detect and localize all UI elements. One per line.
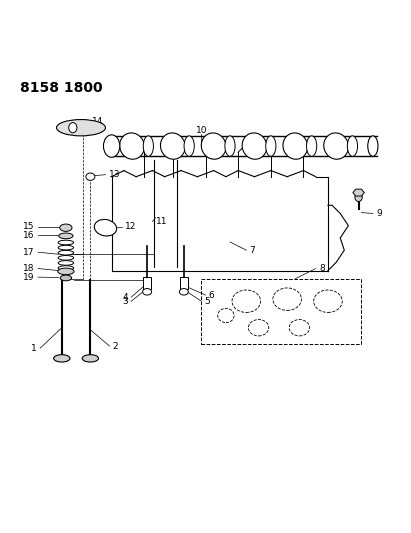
Ellipse shape [184, 136, 194, 156]
Text: 12: 12 [125, 222, 136, 231]
Ellipse shape [248, 320, 269, 336]
Ellipse shape [201, 133, 226, 159]
Text: 19: 19 [23, 272, 35, 281]
Ellipse shape [273, 288, 301, 310]
Ellipse shape [58, 266, 74, 270]
Ellipse shape [60, 224, 72, 231]
Ellipse shape [60, 275, 72, 281]
Ellipse shape [58, 240, 74, 245]
Ellipse shape [104, 135, 120, 157]
Ellipse shape [283, 133, 308, 159]
Ellipse shape [232, 290, 261, 312]
Text: 11: 11 [156, 217, 167, 226]
Text: 14: 14 [92, 117, 104, 126]
Text: 2: 2 [113, 342, 118, 351]
Ellipse shape [58, 261, 74, 265]
Ellipse shape [120, 133, 144, 159]
Text: 3: 3 [122, 297, 128, 306]
Text: 17: 17 [23, 248, 35, 257]
Ellipse shape [95, 220, 117, 236]
Text: 18: 18 [23, 264, 35, 273]
Ellipse shape [314, 290, 342, 312]
Ellipse shape [218, 309, 234, 322]
Text: 4: 4 [122, 293, 128, 302]
Text: 9: 9 [376, 209, 382, 218]
Polygon shape [353, 189, 364, 196]
Ellipse shape [289, 320, 309, 336]
Ellipse shape [324, 133, 349, 159]
Ellipse shape [242, 133, 267, 159]
Ellipse shape [58, 245, 74, 250]
Ellipse shape [58, 255, 74, 260]
Ellipse shape [143, 288, 152, 295]
Text: 15: 15 [23, 222, 35, 231]
Text: 5: 5 [205, 297, 210, 306]
Ellipse shape [69, 123, 77, 133]
FancyBboxPatch shape [143, 277, 151, 289]
FancyBboxPatch shape [180, 277, 187, 289]
Ellipse shape [59, 233, 73, 239]
Ellipse shape [179, 288, 188, 295]
Ellipse shape [58, 251, 74, 255]
Ellipse shape [143, 136, 153, 156]
Ellipse shape [160, 133, 185, 159]
Ellipse shape [347, 136, 358, 156]
Ellipse shape [54, 354, 70, 362]
Ellipse shape [368, 136, 378, 156]
Text: 16: 16 [23, 231, 35, 239]
Ellipse shape [58, 268, 74, 274]
Text: 13: 13 [109, 170, 120, 179]
Ellipse shape [225, 136, 235, 156]
Text: 8158 1800: 8158 1800 [20, 81, 102, 95]
Ellipse shape [82, 354, 99, 362]
Text: 8: 8 [319, 264, 325, 273]
Text: 1: 1 [31, 344, 37, 353]
Ellipse shape [307, 136, 317, 156]
Text: 6: 6 [209, 290, 215, 300]
Ellipse shape [86, 173, 95, 180]
Ellipse shape [56, 119, 106, 136]
Text: 7: 7 [249, 246, 255, 255]
Ellipse shape [355, 192, 362, 201]
Text: 10: 10 [196, 126, 207, 135]
Ellipse shape [266, 136, 276, 156]
